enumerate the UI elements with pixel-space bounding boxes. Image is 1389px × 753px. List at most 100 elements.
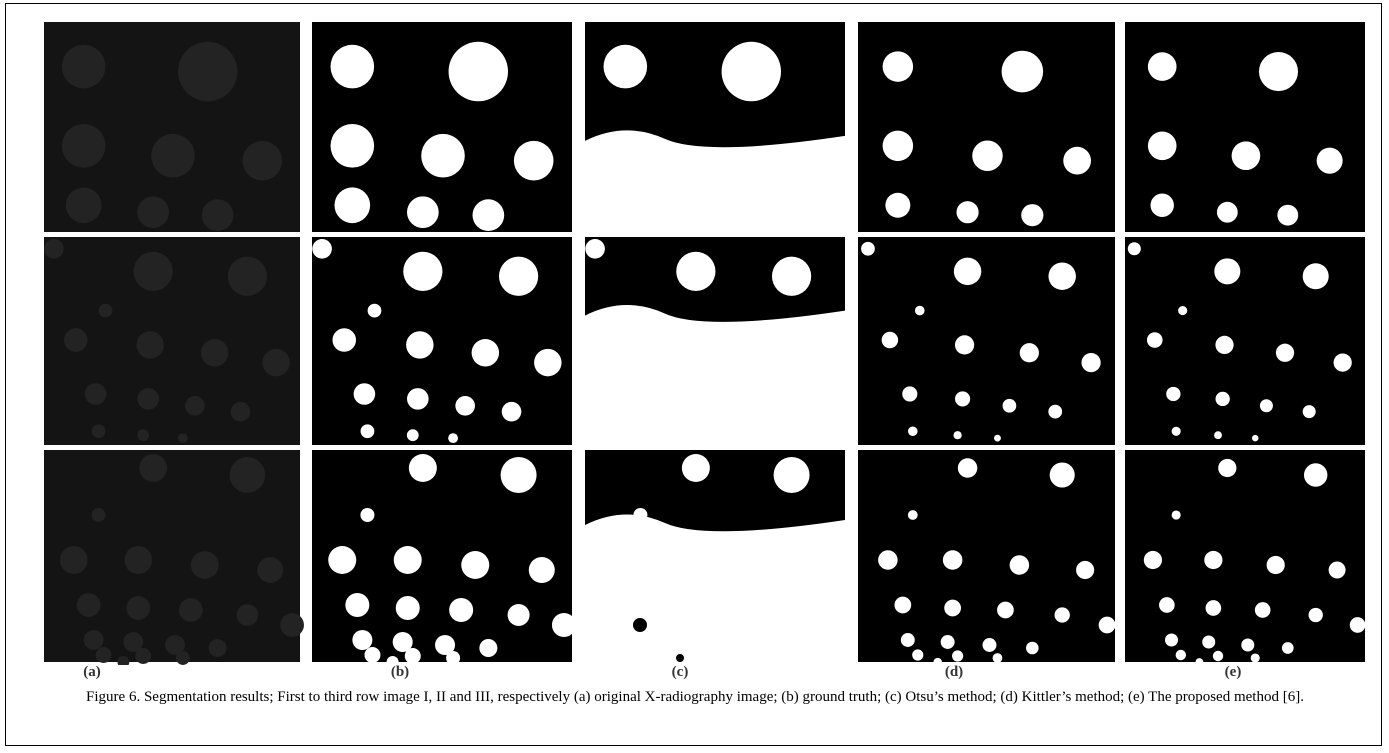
segment-blob: [1218, 459, 1236, 477]
segment-blob: [257, 557, 283, 583]
segment-blob: [1303, 263, 1329, 289]
segment-blob: [394, 546, 422, 574]
segment-blob: [1002, 51, 1044, 93]
segment-blob: [406, 331, 433, 358]
segment-region: [585, 305, 845, 445]
segment-blob: [361, 424, 375, 438]
segment-blob: [396, 596, 420, 620]
segment-blob: [191, 551, 219, 579]
panel-label: (a): [62, 664, 122, 681]
segment-blob: [85, 383, 107, 405]
segment-blob: [955, 335, 974, 354]
segment-blob: [901, 633, 915, 647]
segment-blob: [1214, 431, 1222, 439]
segment-blob: [135, 648, 151, 664]
segment-blob: [1050, 462, 1075, 487]
segment-blob: [137, 196, 169, 228]
segment-blob: [446, 651, 460, 665]
segment-blob: [885, 193, 910, 218]
segment-blob: [137, 429, 149, 441]
segment-blob: [993, 653, 1003, 663]
segment-blob: [501, 457, 537, 493]
segment-blob: [1206, 600, 1222, 616]
segment-blob: [1178, 306, 1187, 315]
segment-blob: [861, 242, 875, 256]
segment-blob: [772, 257, 811, 296]
segment-blob: [334, 187, 370, 223]
segment-blob: [62, 124, 106, 168]
segment-blob: [1260, 399, 1273, 412]
segment-blob: [96, 647, 112, 663]
segment-blob: [1048, 263, 1075, 290]
segment-blob: [1076, 561, 1094, 579]
segment-blob: [1165, 633, 1178, 646]
segment-blob: [1147, 332, 1163, 348]
segment-blob: [954, 258, 981, 285]
panel-label: (b): [370, 664, 430, 681]
segment-blob: [99, 304, 113, 318]
segment-blob: [1026, 642, 1039, 655]
segment-blob: [1148, 52, 1177, 81]
segment-blob: [407, 429, 419, 441]
segment-blob: [352, 630, 372, 650]
image-grid: [0, 0, 1389, 665]
segment-blob: [92, 508, 106, 522]
segment-blob: [44, 239, 64, 259]
segment-blob: [883, 51, 914, 82]
segment-blob: [1303, 405, 1316, 418]
segment-blob: [774, 457, 810, 493]
segment-blob: [1317, 148, 1343, 174]
segment-blob: [514, 141, 554, 181]
segment-blob: [1334, 353, 1352, 371]
segment-blob: [1350, 617, 1366, 633]
segment-blob: [178, 433, 188, 443]
segment-blob: [529, 557, 555, 583]
segment-blob: [280, 613, 304, 637]
segment-blob: [502, 402, 522, 422]
segment-blob: [139, 454, 167, 482]
segment-blob: [1055, 607, 1070, 622]
segment-blob: [1176, 650, 1186, 660]
segment-blob: [1251, 653, 1260, 662]
segment-blob: [479, 639, 497, 657]
segment-blob: [136, 331, 163, 358]
segment-blob: [1063, 147, 1091, 175]
segment-blob: [421, 134, 465, 178]
segment-blob: [908, 510, 918, 520]
segment-blob: [77, 593, 101, 617]
segment-blob: [1259, 52, 1298, 91]
segment-blob: [176, 651, 190, 665]
segment-blob: [1252, 435, 1259, 442]
segment-blob: [682, 454, 710, 482]
segment-blob: [1329, 562, 1346, 579]
segment-blob: [1215, 336, 1233, 354]
segment-blob: [994, 435, 1001, 442]
segment-blob: [1241, 638, 1254, 651]
segment-blob: [1128, 242, 1141, 255]
segment-blob: [552, 613, 576, 637]
segment-blob: [1214, 258, 1240, 284]
segment-region: [585, 514, 845, 662]
segment-blob: [633, 618, 647, 632]
segment-blob: [604, 45, 648, 89]
segment-blob: [1267, 556, 1285, 574]
segment-blob: [997, 602, 1014, 619]
segment-blob: [983, 638, 997, 652]
segment-blob: [1282, 642, 1294, 654]
segment-blob: [1277, 205, 1298, 226]
segment-blob: [883, 131, 914, 162]
segment-blob: [331, 124, 375, 168]
segment-blob: [1020, 343, 1039, 362]
segment-blob: [242, 141, 282, 181]
figure-caption: Figure 6. Segmentation results; First to…: [30, 686, 1360, 708]
segment-blob: [202, 199, 234, 231]
segment-blob: [1099, 617, 1116, 634]
segment-blob: [1172, 510, 1181, 519]
segment-blob: [209, 639, 227, 657]
segment-blob: [941, 635, 955, 649]
segment-blob: [952, 650, 963, 661]
segment-blob: [1172, 427, 1181, 436]
segment-blob: [92, 424, 106, 438]
segment-blob: [1150, 194, 1173, 217]
segment-blob: [331, 45, 375, 89]
